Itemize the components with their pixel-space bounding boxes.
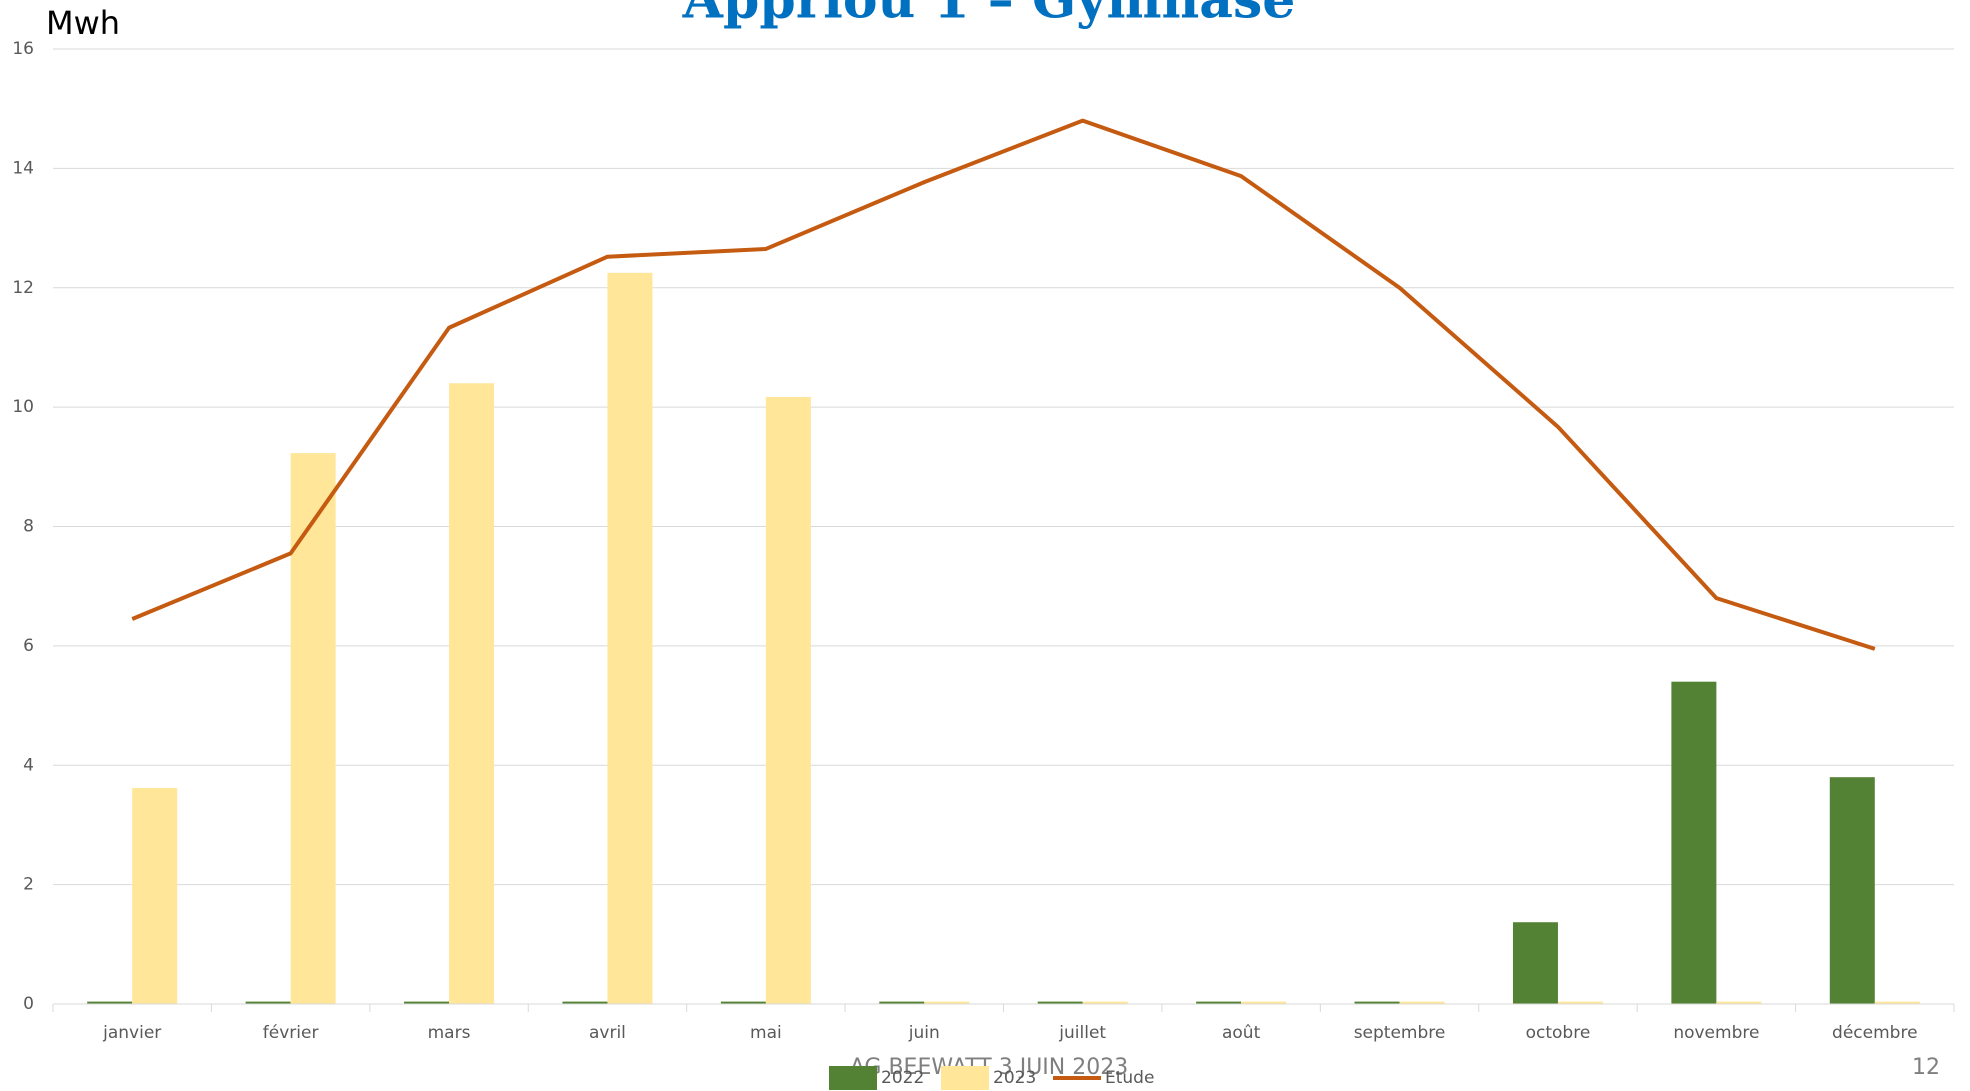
y-axis-label: Mwh bbox=[46, 4, 120, 42]
bar bbox=[1399, 1001, 1445, 1004]
bar bbox=[720, 1001, 766, 1004]
y-tick-label: 10 bbox=[12, 397, 34, 417]
x-tick-label: février bbox=[263, 1023, 319, 1043]
bar bbox=[290, 453, 336, 1005]
y-tick-label: 14 bbox=[12, 158, 34, 178]
y-tick-label: 8 bbox=[23, 517, 34, 537]
y-tick-label: 0 bbox=[23, 994, 34, 1014]
bar bbox=[1557, 1001, 1603, 1004]
line bbox=[131, 118, 1876, 651]
bar bbox=[245, 1001, 291, 1004]
x-tick-label: novembre bbox=[1673, 1023, 1759, 1043]
bar bbox=[1037, 1001, 1083, 1004]
x-tick-label: mars bbox=[428, 1023, 471, 1043]
bar bbox=[924, 1001, 970, 1004]
bar bbox=[765, 396, 811, 1004]
bar bbox=[404, 1001, 450, 1004]
y-tick-label: 6 bbox=[23, 636, 34, 656]
bar bbox=[607, 272, 653, 1004]
x-tick-label: octobre bbox=[1526, 1023, 1591, 1043]
bar bbox=[1829, 777, 1875, 1004]
bar bbox=[132, 787, 178, 1004]
y-tick-label: 2 bbox=[23, 875, 34, 895]
x-tick-label: décembre bbox=[1832, 1023, 1917, 1043]
y-tick-label: 12 bbox=[12, 278, 34, 298]
bar bbox=[1874, 1001, 1920, 1004]
bar bbox=[1354, 1001, 1400, 1004]
x-tick-label: juin bbox=[908, 1023, 940, 1043]
page-number: 12 bbox=[1912, 1055, 1940, 1080]
bar bbox=[1082, 1001, 1128, 1004]
legend-label: 2023 bbox=[993, 1068, 1036, 1088]
bar bbox=[1196, 1001, 1242, 1004]
bar bbox=[1241, 1001, 1287, 1004]
legend-swatch bbox=[941, 1066, 989, 1090]
bar bbox=[562, 1001, 608, 1004]
x-tick-label: août bbox=[1222, 1023, 1261, 1043]
legend-swatch bbox=[829, 1066, 877, 1090]
bar bbox=[449, 383, 495, 1004]
x-tick-label: juillet bbox=[1058, 1023, 1106, 1043]
y-tick-label: 4 bbox=[23, 755, 34, 775]
x-tick-label: janvier bbox=[102, 1023, 161, 1043]
chart-title: Appriou 1 – Gymnase bbox=[682, 0, 1296, 31]
x-tick-label: avril bbox=[589, 1023, 626, 1043]
bar bbox=[879, 1001, 925, 1004]
bar bbox=[1716, 1001, 1762, 1004]
x-tick-label: septembre bbox=[1354, 1023, 1446, 1043]
bar bbox=[1512, 922, 1558, 1004]
y-tick-label: 16 bbox=[12, 39, 34, 59]
bar bbox=[87, 1001, 133, 1004]
legend-label: Etude bbox=[1105, 1068, 1154, 1088]
x-tick-label: mai bbox=[750, 1023, 782, 1043]
bar bbox=[1671, 681, 1717, 1004]
legend-label: 2022 bbox=[881, 1068, 924, 1088]
